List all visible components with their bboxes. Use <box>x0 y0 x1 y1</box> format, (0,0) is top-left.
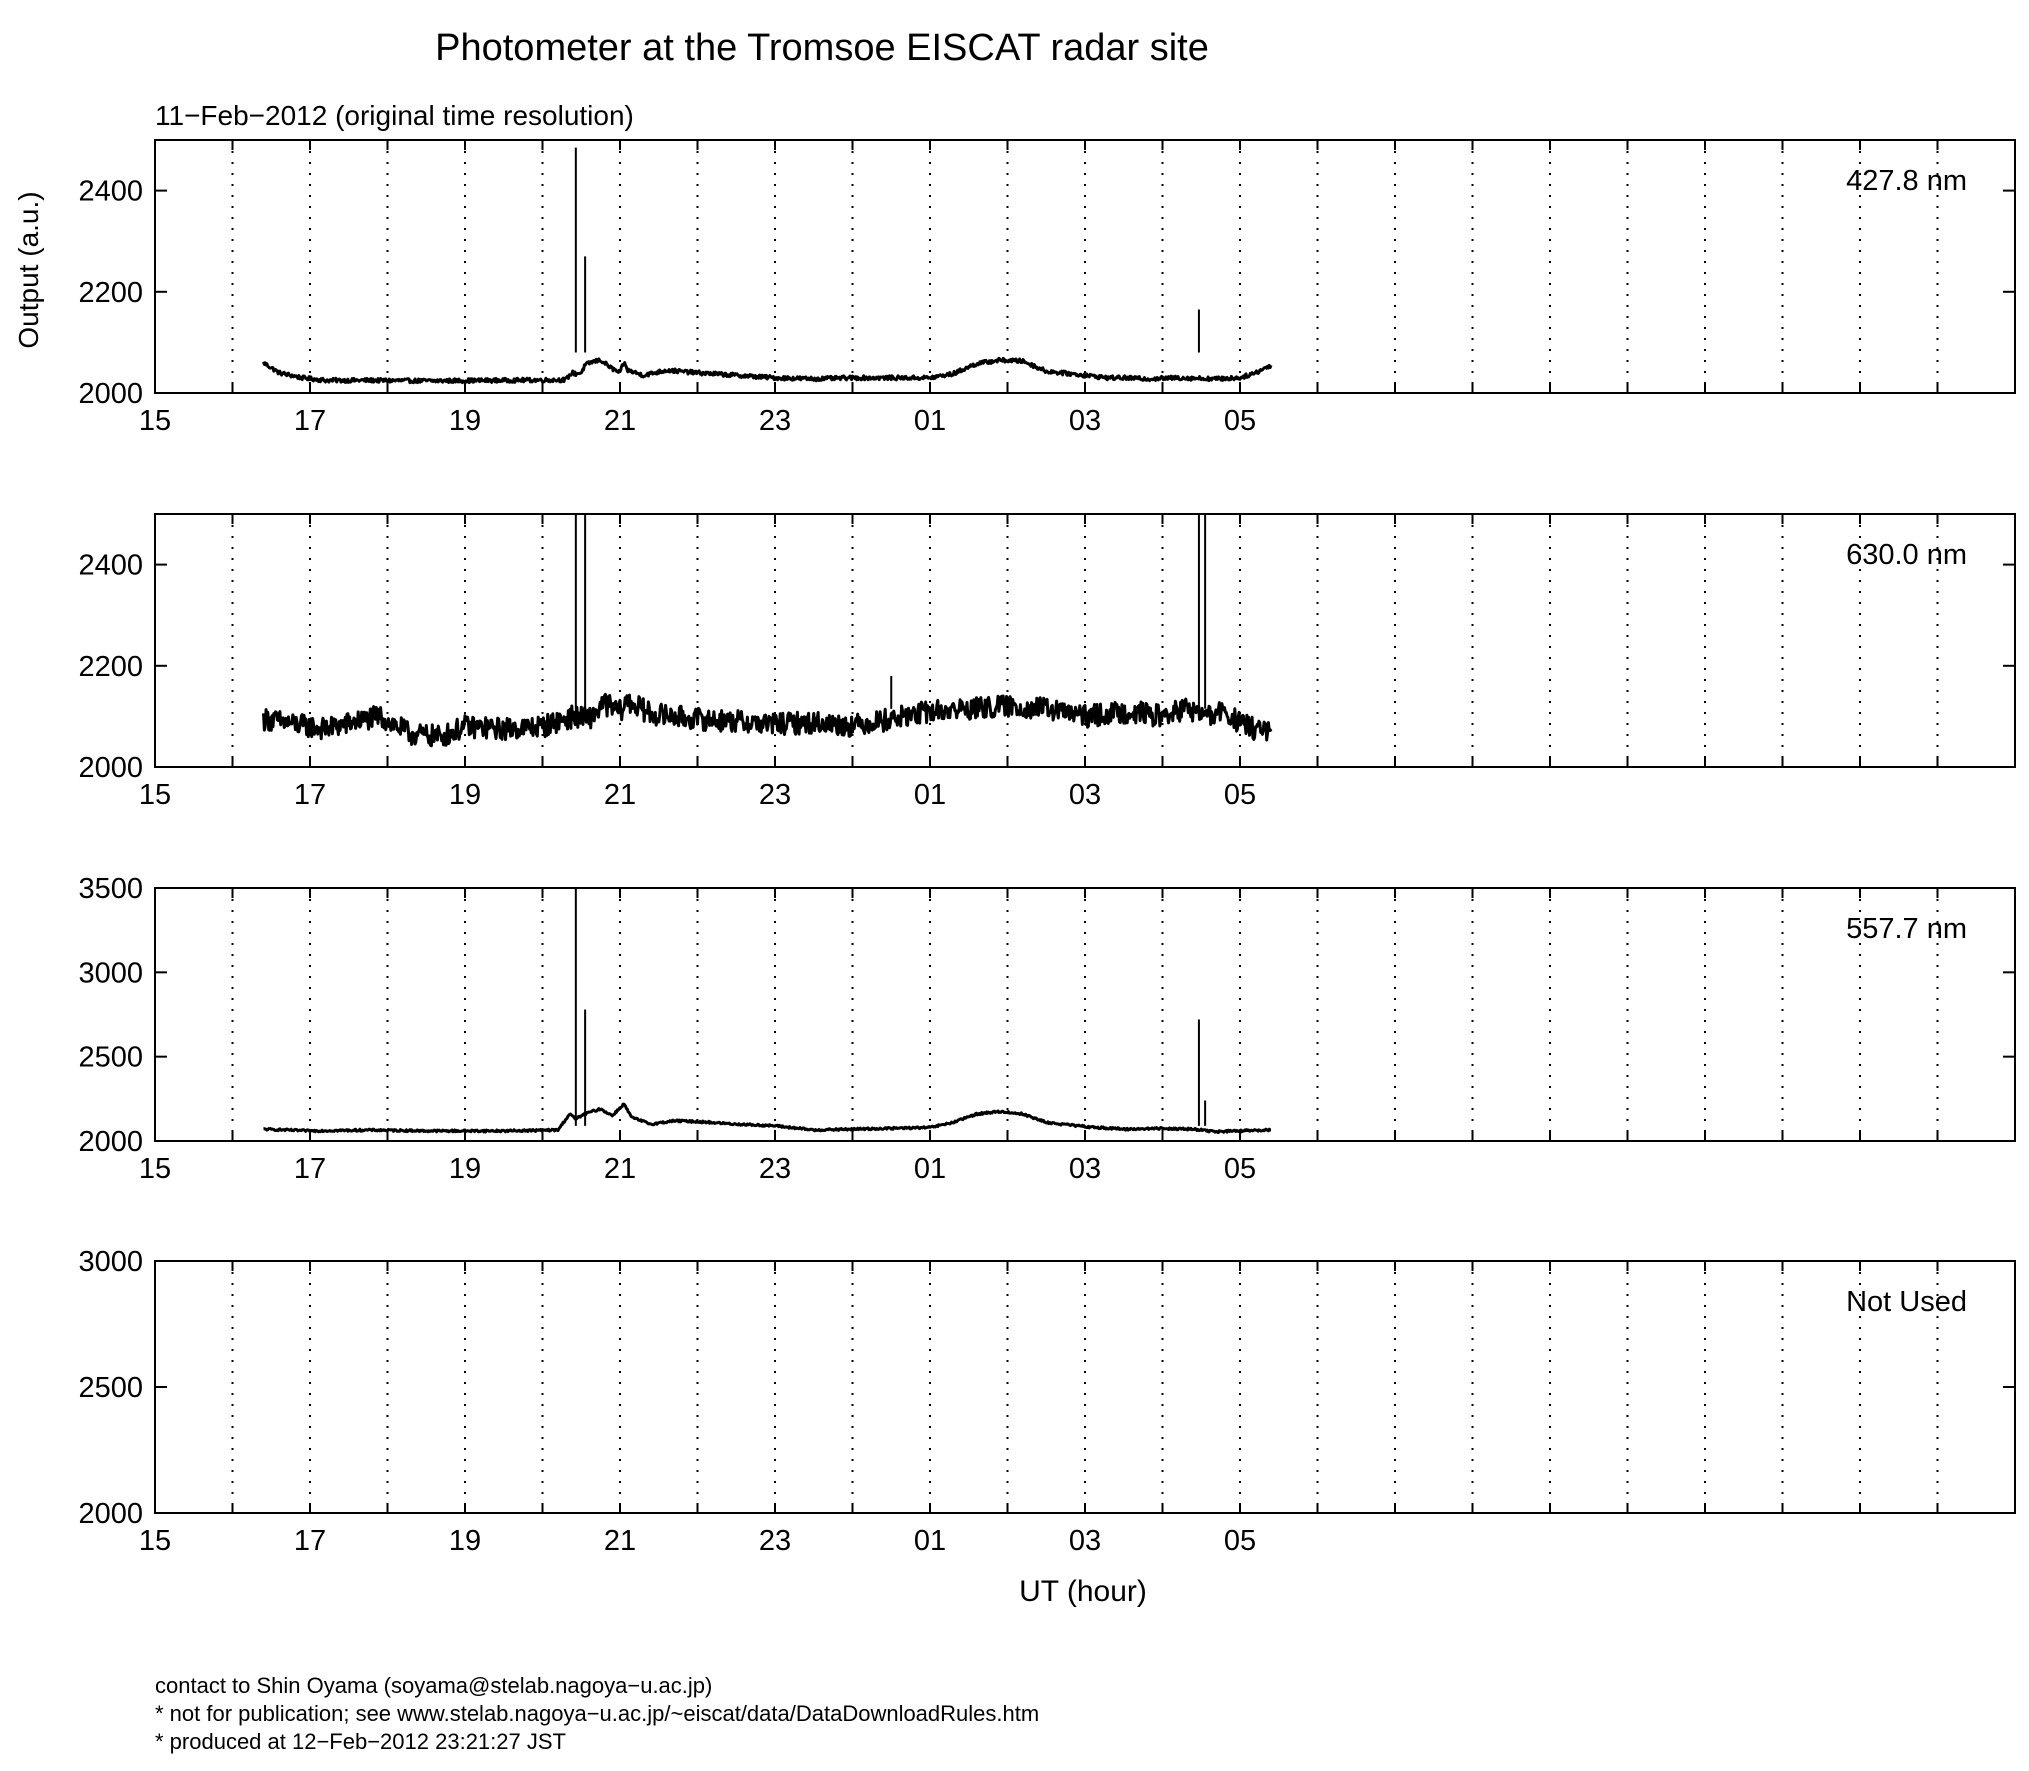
x-tick-label: 15 <box>139 1153 171 1185</box>
y-axis-label: Output (a.u.) <box>13 191 44 348</box>
x-tick-label: 21 <box>604 779 636 811</box>
x-tick-label: 15 <box>139 405 171 437</box>
x-tick-label: 23 <box>759 1153 791 1185</box>
y-tick-label: 2200 <box>78 277 143 309</box>
x-tick-label: 05 <box>1224 405 1256 437</box>
y-tick-label: 3500 <box>78 873 143 905</box>
x-tick-label: 03 <box>1069 779 1101 811</box>
axes-box <box>154 1260 2016 1514</box>
panel-label: Not Used <box>1846 1286 1967 1318</box>
y-tick-label: 2000 <box>78 1126 143 1158</box>
data-trace <box>262 1102 1272 1134</box>
y-tick-label: 3000 <box>78 957 143 989</box>
x-tick-label: 19 <box>449 405 481 437</box>
panel-1: 15 17 19 21 23 01 03 05 2000 2200 2400 427.8 nm <box>78 139 2016 437</box>
panel-2: 15 17 19 21 23 01 03 05 2000 2200 2400 630.0 nm <box>78 513 2016 811</box>
x-tick-label: 17 <box>294 405 326 437</box>
figure-title: Photometer at the Tromsoe EISCAT radar s… <box>435 27 1209 69</box>
panel-label: 630.0 nm <box>1846 539 1967 571</box>
y-tick-label: 2000 <box>78 752 143 784</box>
footer: contact to Shin Oyama (soyama@stelab.nag… <box>155 1672 1039 1756</box>
x-tick-label: 21 <box>604 1153 636 1185</box>
y-tick-label: 2200 <box>78 651 143 683</box>
x-tick-label: 23 <box>759 779 791 811</box>
y-tick-label: 2500 <box>78 1372 143 1404</box>
y-tick-label: 2400 <box>78 176 143 208</box>
panel-label: 557.7 nm <box>1846 913 1967 945</box>
x-tick-label: 05 <box>1224 779 1256 811</box>
panel-3: 15 17 19 21 23 01 03 05 2000 2500 3000 3500 557.7 nm <box>78 873 2016 1185</box>
x-tick-label: 19 <box>449 1153 481 1185</box>
y-tick-label: 2000 <box>78 378 143 410</box>
panel-label: 427.8 nm <box>1846 165 1967 197</box>
axes-box <box>154 139 2016 394</box>
x-tick-label: 21 <box>604 1525 636 1557</box>
x-tick-label: 23 <box>759 405 791 437</box>
x-tick-label: 01 <box>914 1153 946 1185</box>
y-tick-label: 2500 <box>78 1042 143 1074</box>
x-tick-label: 03 <box>1069 405 1101 437</box>
x-tick-label: 19 <box>449 779 481 811</box>
x-tick-label: 01 <box>914 1525 946 1557</box>
x-tick-label: 03 <box>1069 1525 1101 1557</box>
x-tick-label: 01 <box>914 405 946 437</box>
footer-produced-at: * produced at 12−Feb−2012 23:21:27 JST <box>155 1729 566 1754</box>
data-trace <box>262 692 1273 748</box>
data-trace <box>262 356 1273 385</box>
y-tick-label: 3000 <box>78 1246 143 1278</box>
x-tick-label: 01 <box>914 779 946 811</box>
x-tick-label: 15 <box>139 779 171 811</box>
x-tick-label: 23 <box>759 1525 791 1557</box>
x-tick-label: 15 <box>139 1525 171 1557</box>
x-tick-label: 17 <box>294 1525 326 1557</box>
x-tick-label: 17 <box>294 1153 326 1185</box>
figure-subtitle: 11−Feb−2012 (original time resolution) <box>155 100 634 131</box>
x-tick-label: 05 <box>1224 1153 1256 1185</box>
panels-group: 15 17 19 21 23 01 03 05 2000 2200 2400 427.8 nm 15 17… <box>78 139 2016 1557</box>
x-tick-label: 21 <box>604 405 636 437</box>
x-tick-label: 19 <box>449 1525 481 1557</box>
axes-box <box>154 887 2016 1142</box>
x-tick-label: 03 <box>1069 1153 1101 1185</box>
y-tick-label: 2400 <box>78 550 143 582</box>
x-tick-label: 17 <box>294 779 326 811</box>
x-tick-label: 05 <box>1224 1525 1256 1557</box>
footer-publication-note: * not for publication; see www.stelab.na… <box>155 1701 1040 1726</box>
footer-contact: contact to Shin Oyama (soyama@stelab.nag… <box>155 1673 713 1698</box>
x-axis-label: UT (hour) <box>1019 1575 1147 1608</box>
y-tick-label: 2000 <box>78 1498 143 1530</box>
panel-4: 15 17 19 21 23 01 03 05 2000 2500 3000 Not Used <box>78 1246 2016 1557</box>
